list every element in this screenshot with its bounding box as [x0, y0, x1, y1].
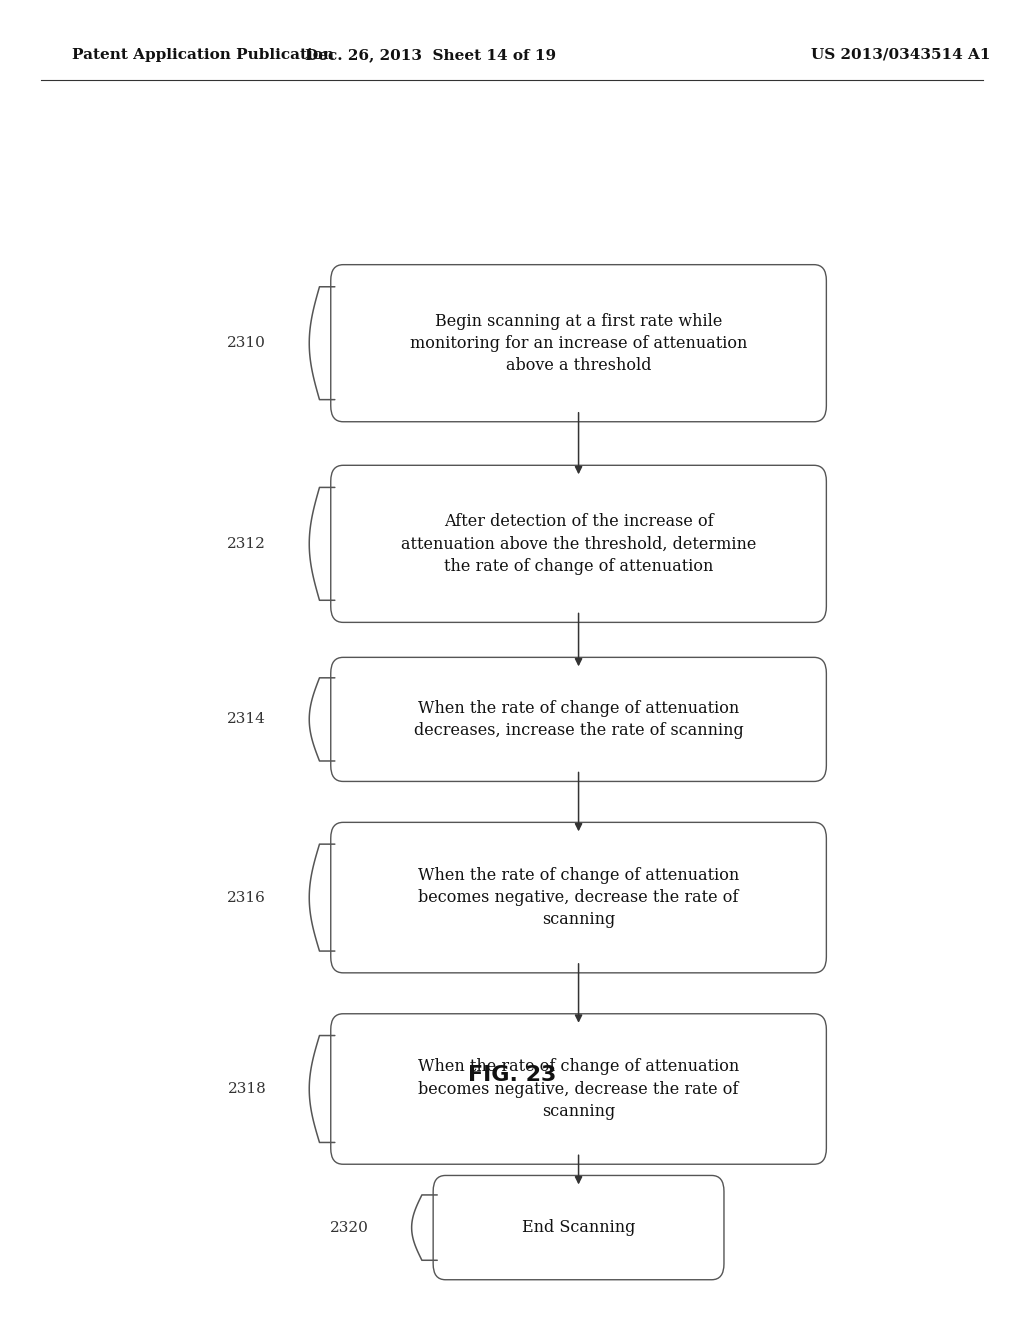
FancyBboxPatch shape	[331, 264, 826, 422]
FancyBboxPatch shape	[331, 466, 826, 623]
Text: FIG. 23: FIG. 23	[468, 1065, 556, 1085]
Text: Begin scanning at a first rate while
monitoring for an increase of attenuation
a: Begin scanning at a first rate while mon…	[410, 313, 748, 374]
Text: 2314: 2314	[227, 713, 266, 726]
FancyBboxPatch shape	[433, 1175, 724, 1280]
Text: 2316: 2316	[227, 891, 266, 904]
Text: When the rate of change of attenuation
becomes negative, decrease the rate of
sc: When the rate of change of attenuation b…	[418, 867, 739, 928]
Text: US 2013/0343514 A1: US 2013/0343514 A1	[811, 48, 991, 62]
FancyBboxPatch shape	[331, 657, 826, 781]
Text: End Scanning: End Scanning	[522, 1220, 635, 1236]
Text: When the rate of change of attenuation
decreases, increase the rate of scanning: When the rate of change of attenuation d…	[414, 700, 743, 739]
FancyBboxPatch shape	[331, 822, 826, 973]
Text: When the rate of change of attenuation
becomes negative, decrease the rate of
sc: When the rate of change of attenuation b…	[418, 1059, 739, 1119]
FancyBboxPatch shape	[331, 1014, 826, 1164]
Text: 2310: 2310	[227, 337, 266, 350]
Text: 2312: 2312	[227, 537, 266, 550]
Text: 2318: 2318	[227, 1082, 266, 1096]
Text: Dec. 26, 2013  Sheet 14 of 19: Dec. 26, 2013 Sheet 14 of 19	[304, 48, 556, 62]
Text: Patent Application Publication: Patent Application Publication	[72, 48, 334, 62]
Text: After detection of the increase of
attenuation above the threshold, determine
th: After detection of the increase of atten…	[400, 513, 757, 574]
Text: 2320: 2320	[330, 1221, 369, 1234]
